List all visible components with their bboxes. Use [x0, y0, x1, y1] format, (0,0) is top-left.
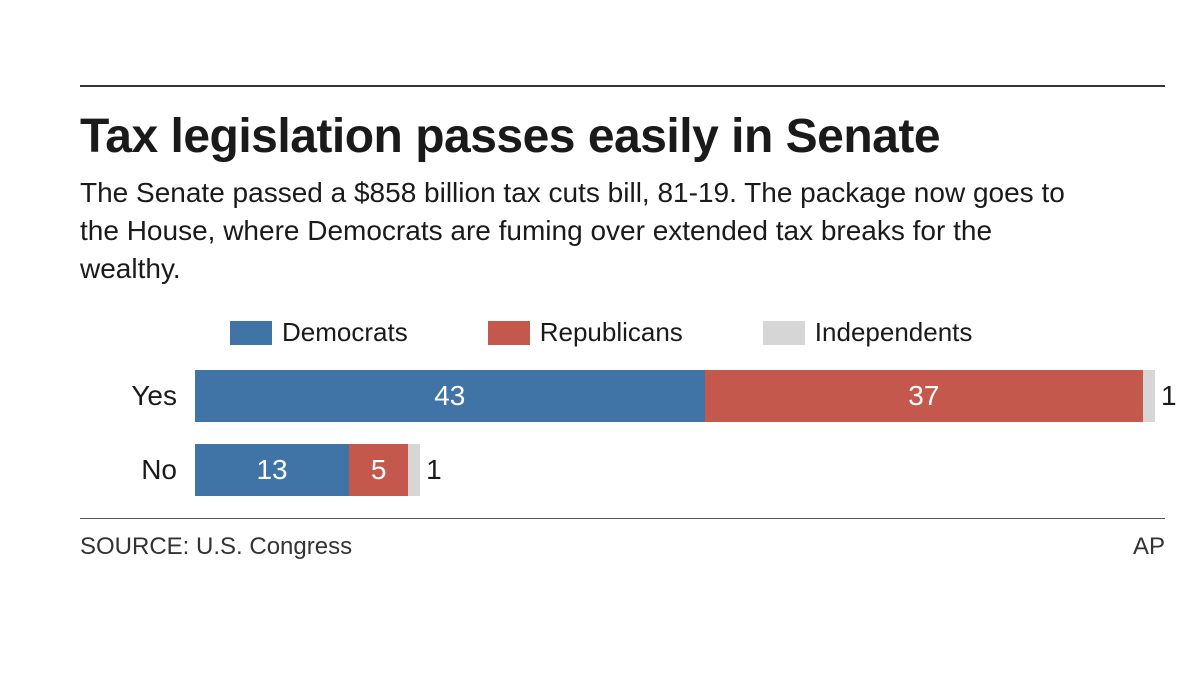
bar-segment-republicans: 37	[705, 370, 1144, 422]
chart-inner: Tax legislation passes easily in Senate …	[80, 85, 1165, 561]
bar-segment-republicans: 5	[349, 444, 408, 496]
source-label: SOURCE: U.S. Congress	[80, 533, 352, 561]
chart-footer: SOURCE: U.S. Congress AP	[80, 533, 1165, 561]
bar-value-label: 1	[1161, 370, 1200, 422]
legend-item-independents: Independents	[763, 317, 973, 348]
bar-value-label: 1	[426, 444, 466, 496]
legend-item-republicans: Republicans	[488, 317, 683, 348]
chart-title: Tax legislation passes easily in Senate	[80, 109, 1165, 164]
bar-segment-democrats: 43	[195, 370, 705, 422]
legend-swatch	[763, 321, 805, 345]
bottom-rule	[80, 518, 1165, 519]
bar-row: No1351	[80, 444, 1165, 496]
row-label: Yes	[80, 380, 195, 412]
bar-segment-democrats: 13	[195, 444, 349, 496]
bar-track: 43371	[195, 370, 1165, 422]
stacked-bar-chart: Yes43371No1351	[80, 370, 1165, 496]
legend-swatch	[230, 321, 272, 345]
bar-segment-independents	[1143, 370, 1155, 422]
legend-item-democrats: Democrats	[230, 317, 408, 348]
legend-label: Democrats	[282, 317, 408, 348]
bar-row: Yes43371	[80, 370, 1165, 422]
top-rule	[80, 85, 1165, 87]
credit-label: AP	[1133, 533, 1165, 561]
bar-track: 1351	[195, 444, 1165, 496]
legend: Democrats Republicans Independents	[230, 317, 1165, 348]
bar-segment-independents	[408, 444, 420, 496]
chart-subtitle: The Senate passed a $858 billion tax cut…	[80, 174, 1080, 287]
legend-label: Independents	[815, 317, 973, 348]
chart-canvas: Tax legislation passes easily in Senate …	[0, 0, 1200, 675]
row-label: No	[80, 454, 195, 486]
legend-swatch	[488, 321, 530, 345]
legend-label: Republicans	[540, 317, 683, 348]
